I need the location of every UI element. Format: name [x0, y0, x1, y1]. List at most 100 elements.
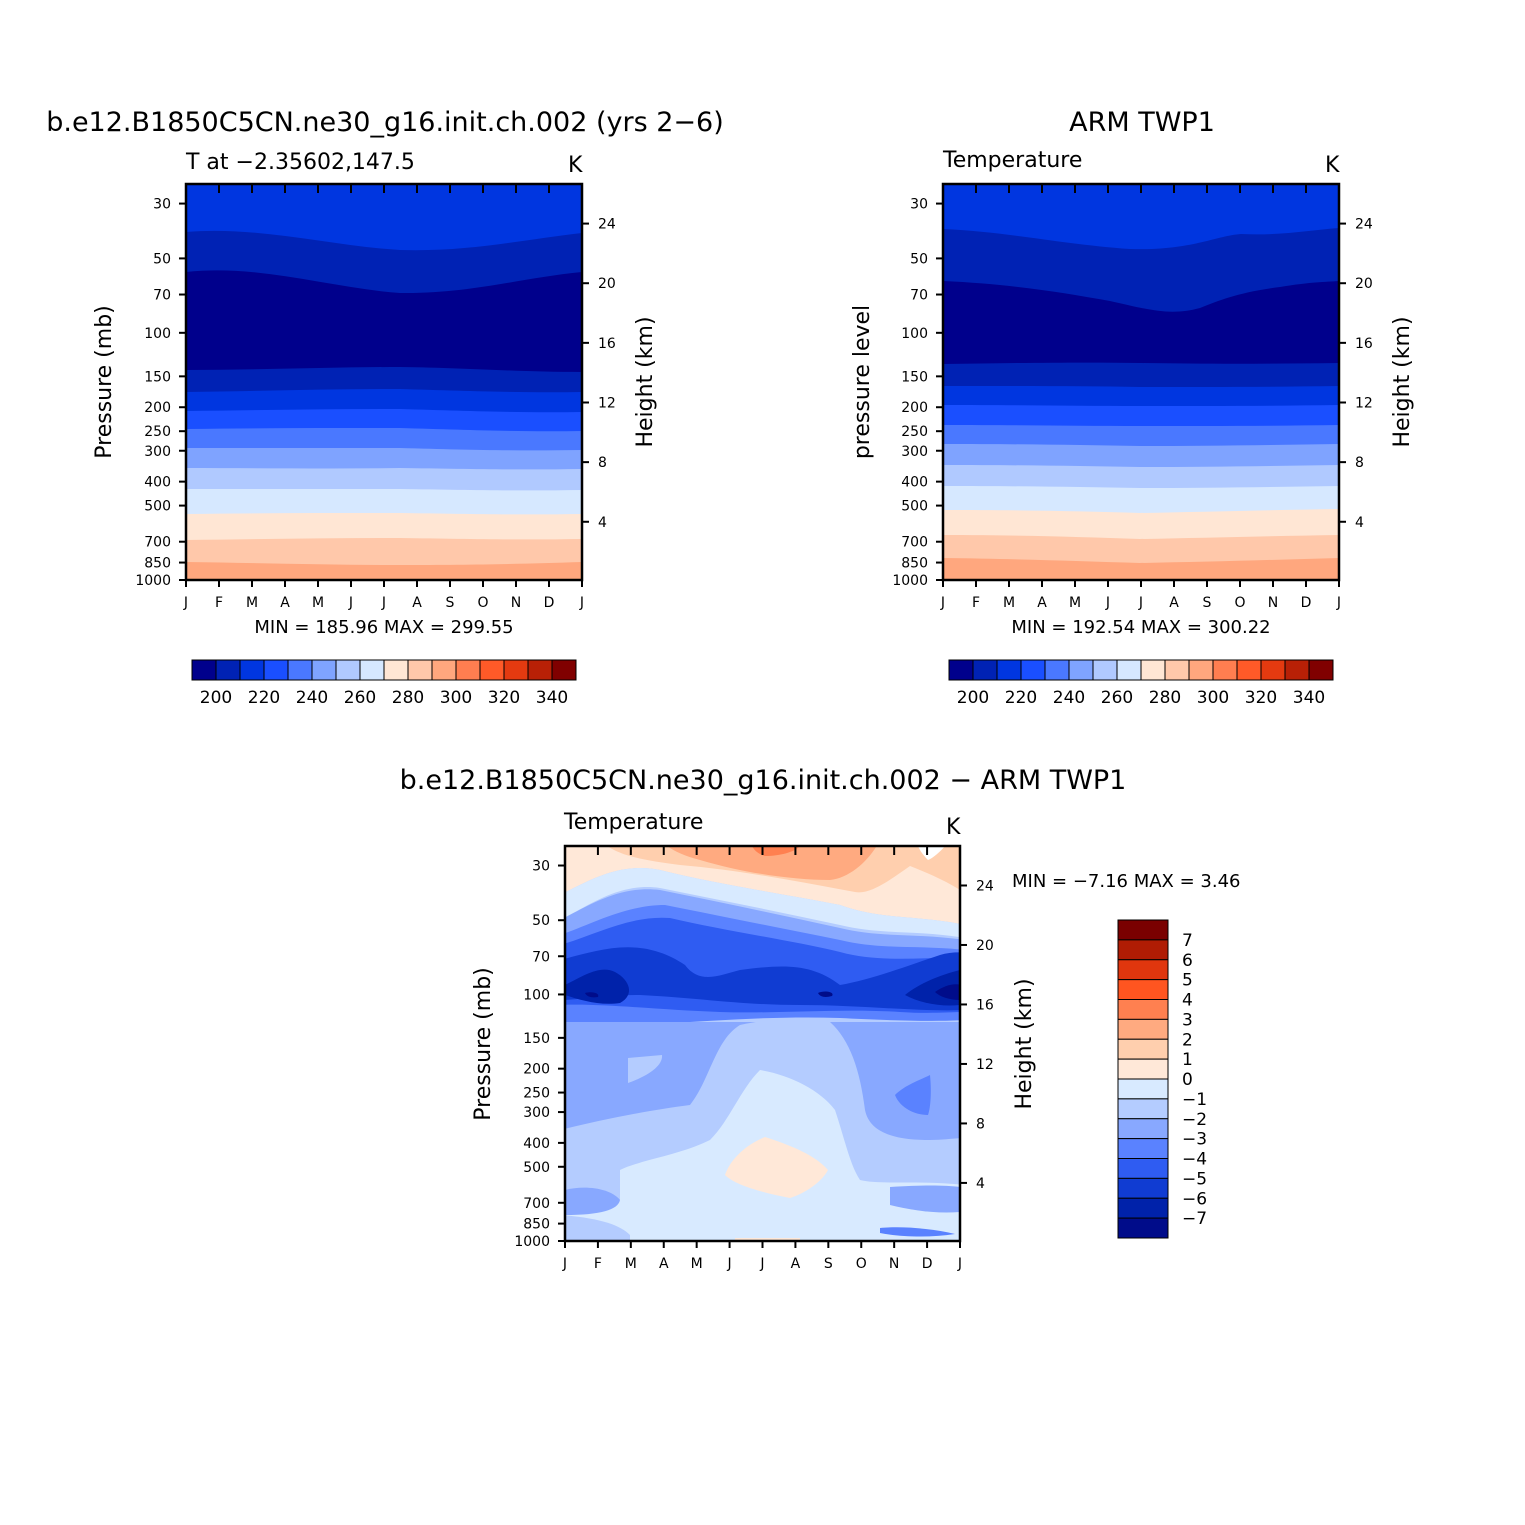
height-tick-label: 24 [1355, 217, 1373, 233]
colorbar-label: 1 [1182, 1050, 1193, 1070]
band [565, 969, 630, 1004]
colorbar-label: 260 [1101, 688, 1133, 708]
month-label: O [856, 1256, 867, 1272]
colorbar-box [503, 659, 529, 681]
colorbar-box [1117, 1078, 1169, 1100]
pressure-tick-label: 700 [144, 535, 171, 551]
month-label: J [759, 1256, 764, 1272]
month-label: J [562, 1256, 567, 1272]
pressure-tick-label: 200 [901, 400, 928, 416]
height-tick-label: 16 [598, 336, 616, 352]
colorbar-label: 340 [1293, 688, 1325, 708]
month-label: J [940, 595, 945, 611]
pressure-tick-label: 300 [901, 444, 928, 460]
band [565, 1004, 960, 1025]
colorbar-box [1117, 1018, 1169, 1040]
pressure-tick-label: 1000 [514, 1234, 550, 1250]
pressure-tick-label: 50 [910, 251, 928, 267]
month-label: A [791, 1256, 801, 1272]
pressure-tick-label: 100 [523, 987, 550, 1003]
colorbar-label: 300 [440, 688, 472, 708]
colorbar-label: 240 [296, 688, 328, 708]
colorbar-label: 260 [344, 688, 376, 708]
pressure-tick-label: 30 [153, 197, 171, 213]
month-label: J [183, 595, 188, 611]
panel-model: b.e12.B1850C5CN.ne30_g16.init.ch.002 (yr… [46, 107, 724, 708]
colorbar-label: −1 [1182, 1090, 1207, 1110]
panel-diff-subtitle: Temperature [563, 810, 703, 835]
pressure-tick-label: 30 [910, 197, 928, 213]
colorbar-label: −2 [1182, 1110, 1207, 1130]
month-label: J [1138, 595, 1143, 611]
colorbar-label: 220 [1005, 688, 1037, 708]
colorbar-label: 5 [1182, 971, 1193, 991]
pressure-tick-label: 700 [523, 1196, 550, 1212]
month-label: N [1268, 595, 1278, 611]
colorbar-box [527, 659, 553, 681]
colorbar-box [948, 659, 974, 681]
colorbar-box [1117, 1177, 1169, 1199]
panel-obs-min-max: MIN = 192.54 MAX = 300.22 [1011, 617, 1270, 638]
pressure-tick-label: 50 [153, 251, 171, 267]
pressure-tick-label: 850 [901, 556, 928, 572]
height-tick-label: 20 [598, 276, 616, 292]
panel-diff-title: b.e12.B1850C5CN.ne30_g16.init.ch.002 − A… [400, 765, 1127, 796]
colorbar-label: 7 [1182, 931, 1193, 951]
colorbar-box [1117, 1138, 1169, 1159]
panel-model-units: K [568, 153, 583, 178]
panel-obs-units: K [1325, 153, 1340, 178]
pressure-tick-label: 30 [532, 859, 550, 875]
pressure-tick-label: 150 [901, 369, 928, 385]
colorbar-box [431, 659, 457, 681]
colorbar-box [1188, 659, 1214, 681]
month-label: J [727, 1256, 732, 1272]
colorbar-box [996, 659, 1022, 681]
pressure-tick-label: 850 [144, 556, 171, 572]
band [918, 846, 945, 860]
pressure-tick-label: 400 [523, 1136, 550, 1152]
month-label: N [511, 595, 521, 611]
month-label: M [691, 1256, 703, 1272]
pressure-tick-label: 700 [901, 535, 928, 551]
height-tick-label: 8 [976, 1116, 985, 1132]
month-label: S [446, 595, 455, 611]
colorbar-box [1117, 1158, 1169, 1179]
month-label: A [412, 595, 422, 611]
panel-obs-subtitle: Temperature [942, 148, 1082, 173]
month-label: O [1234, 595, 1245, 611]
colorbar-label: 220 [248, 688, 280, 708]
band [667, 846, 877, 880]
pressure-tick-label: 1000 [892, 573, 928, 589]
colorbar-box [383, 659, 409, 681]
panel-diff-ylabel: Pressure (mb) [471, 967, 496, 1121]
height-tick-label: 8 [1355, 455, 1364, 471]
colorbar-label: 3 [1182, 1010, 1193, 1030]
height-tick-label: 20 [976, 938, 994, 954]
colorbar-box [1117, 1038, 1169, 1060]
colorbar-box [1212, 659, 1238, 681]
colorbar-box [1117, 999, 1169, 1020]
pressure-tick-label: 150 [523, 1031, 550, 1047]
colorbar-label: 4 [1182, 991, 1193, 1011]
colorbar-box [1068, 659, 1094, 681]
colorbar-box [1164, 659, 1190, 681]
panel-diff-ylabel-right: Height (km) [1012, 978, 1037, 1109]
month-label: S [824, 1256, 833, 1272]
panel-model-colorbar: 200 220 240 260 280 300 320 340 [191, 659, 577, 708]
colorbar-box [1260, 659, 1286, 681]
month-label: N [889, 1256, 899, 1272]
height-tick-label: 20 [1355, 276, 1373, 292]
month-label: S [1203, 595, 1212, 611]
colorbar-box [407, 659, 433, 681]
colorbar-box [551, 659, 577, 681]
colorbar-label: 0 [1182, 1070, 1193, 1090]
band [943, 558, 1339, 580]
month-label: A [280, 595, 290, 611]
colorbar-label: 200 [957, 688, 989, 708]
colorbar-box [311, 659, 337, 681]
band [725, 1137, 828, 1198]
panel-model-field [186, 184, 582, 580]
pressure-tick-label: 50 [532, 913, 550, 929]
